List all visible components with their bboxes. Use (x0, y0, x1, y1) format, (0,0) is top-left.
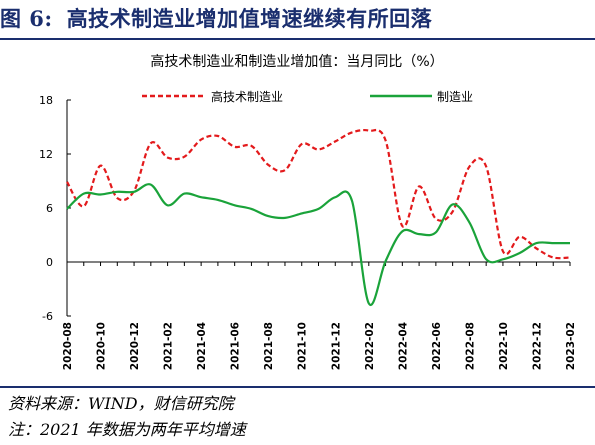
x-tick-label: 2022-12 (531, 322, 543, 370)
series-line-manufacturing (66, 183, 570, 307)
footnote: 注：2021 年数据为两年平均增速 (8, 420, 246, 439)
x-tick-label: 2022-10 (498, 322, 510, 370)
x-tick-label: 2023-02 (565, 322, 577, 370)
figure-number: 图 6: (0, 6, 53, 31)
legend-label-manufacturing: 制造业 (437, 90, 473, 104)
x-tick-label: 2022-06 (431, 322, 443, 370)
y-tick-label: 0 (46, 256, 53, 269)
x-tick-label: 2022-04 (397, 322, 409, 370)
y-tick-label: 18 (39, 94, 53, 107)
legend-label-high-tech: 高技术制造业 (211, 89, 283, 104)
x-tick-label: 2020-12 (129, 322, 141, 370)
chart-container: 高技术制造业和制造业增加值：当月同比（%） 18 12 6 0 -6 2020-08 202… (0, 40, 595, 386)
x-tick-label: 2022-08 (464, 322, 476, 370)
x-tick-label: 2021-12 (330, 322, 342, 370)
y-tick-label: 6 (46, 202, 53, 215)
figure-title: 图 6: 高技术制造业增加值增速继续有所回落 (0, 0, 595, 38)
x-tick-label: 2021-02 (163, 322, 175, 370)
x-tick-label: 2020-10 (96, 322, 108, 370)
source-rule (0, 386, 595, 388)
legend: 高技术制造业 制造业 (142, 89, 473, 104)
x-tick-label: 2022-02 (364, 322, 376, 370)
x-tick-label: 2021-08 (263, 322, 275, 370)
x-tick-label: 2021-06 (230, 322, 242, 370)
series-line-high-tech (66, 128, 571, 260)
y-tick-label: 12 (39, 148, 53, 161)
y-tick-label: -6 (42, 310, 53, 323)
figure-title-text: 高技术制造业增加值增速继续有所回落 (66, 6, 433, 31)
chart-title: 高技术制造业和制造业增加值：当月同比（%） (150, 53, 443, 70)
source-note: 资料来源：WIND，财信研究院 (8, 394, 234, 413)
x-tick-label: 2021-04 (196, 322, 208, 370)
x-tick-label: 2020-08 (62, 322, 74, 370)
line-chart: 高技术制造业和制造业增加值：当月同比（%） 18 12 6 0 -6 2020-08 202… (39, 53, 577, 370)
x-tick-label: 2021-10 (297, 322, 309, 370)
title-rule (0, 38, 595, 40)
